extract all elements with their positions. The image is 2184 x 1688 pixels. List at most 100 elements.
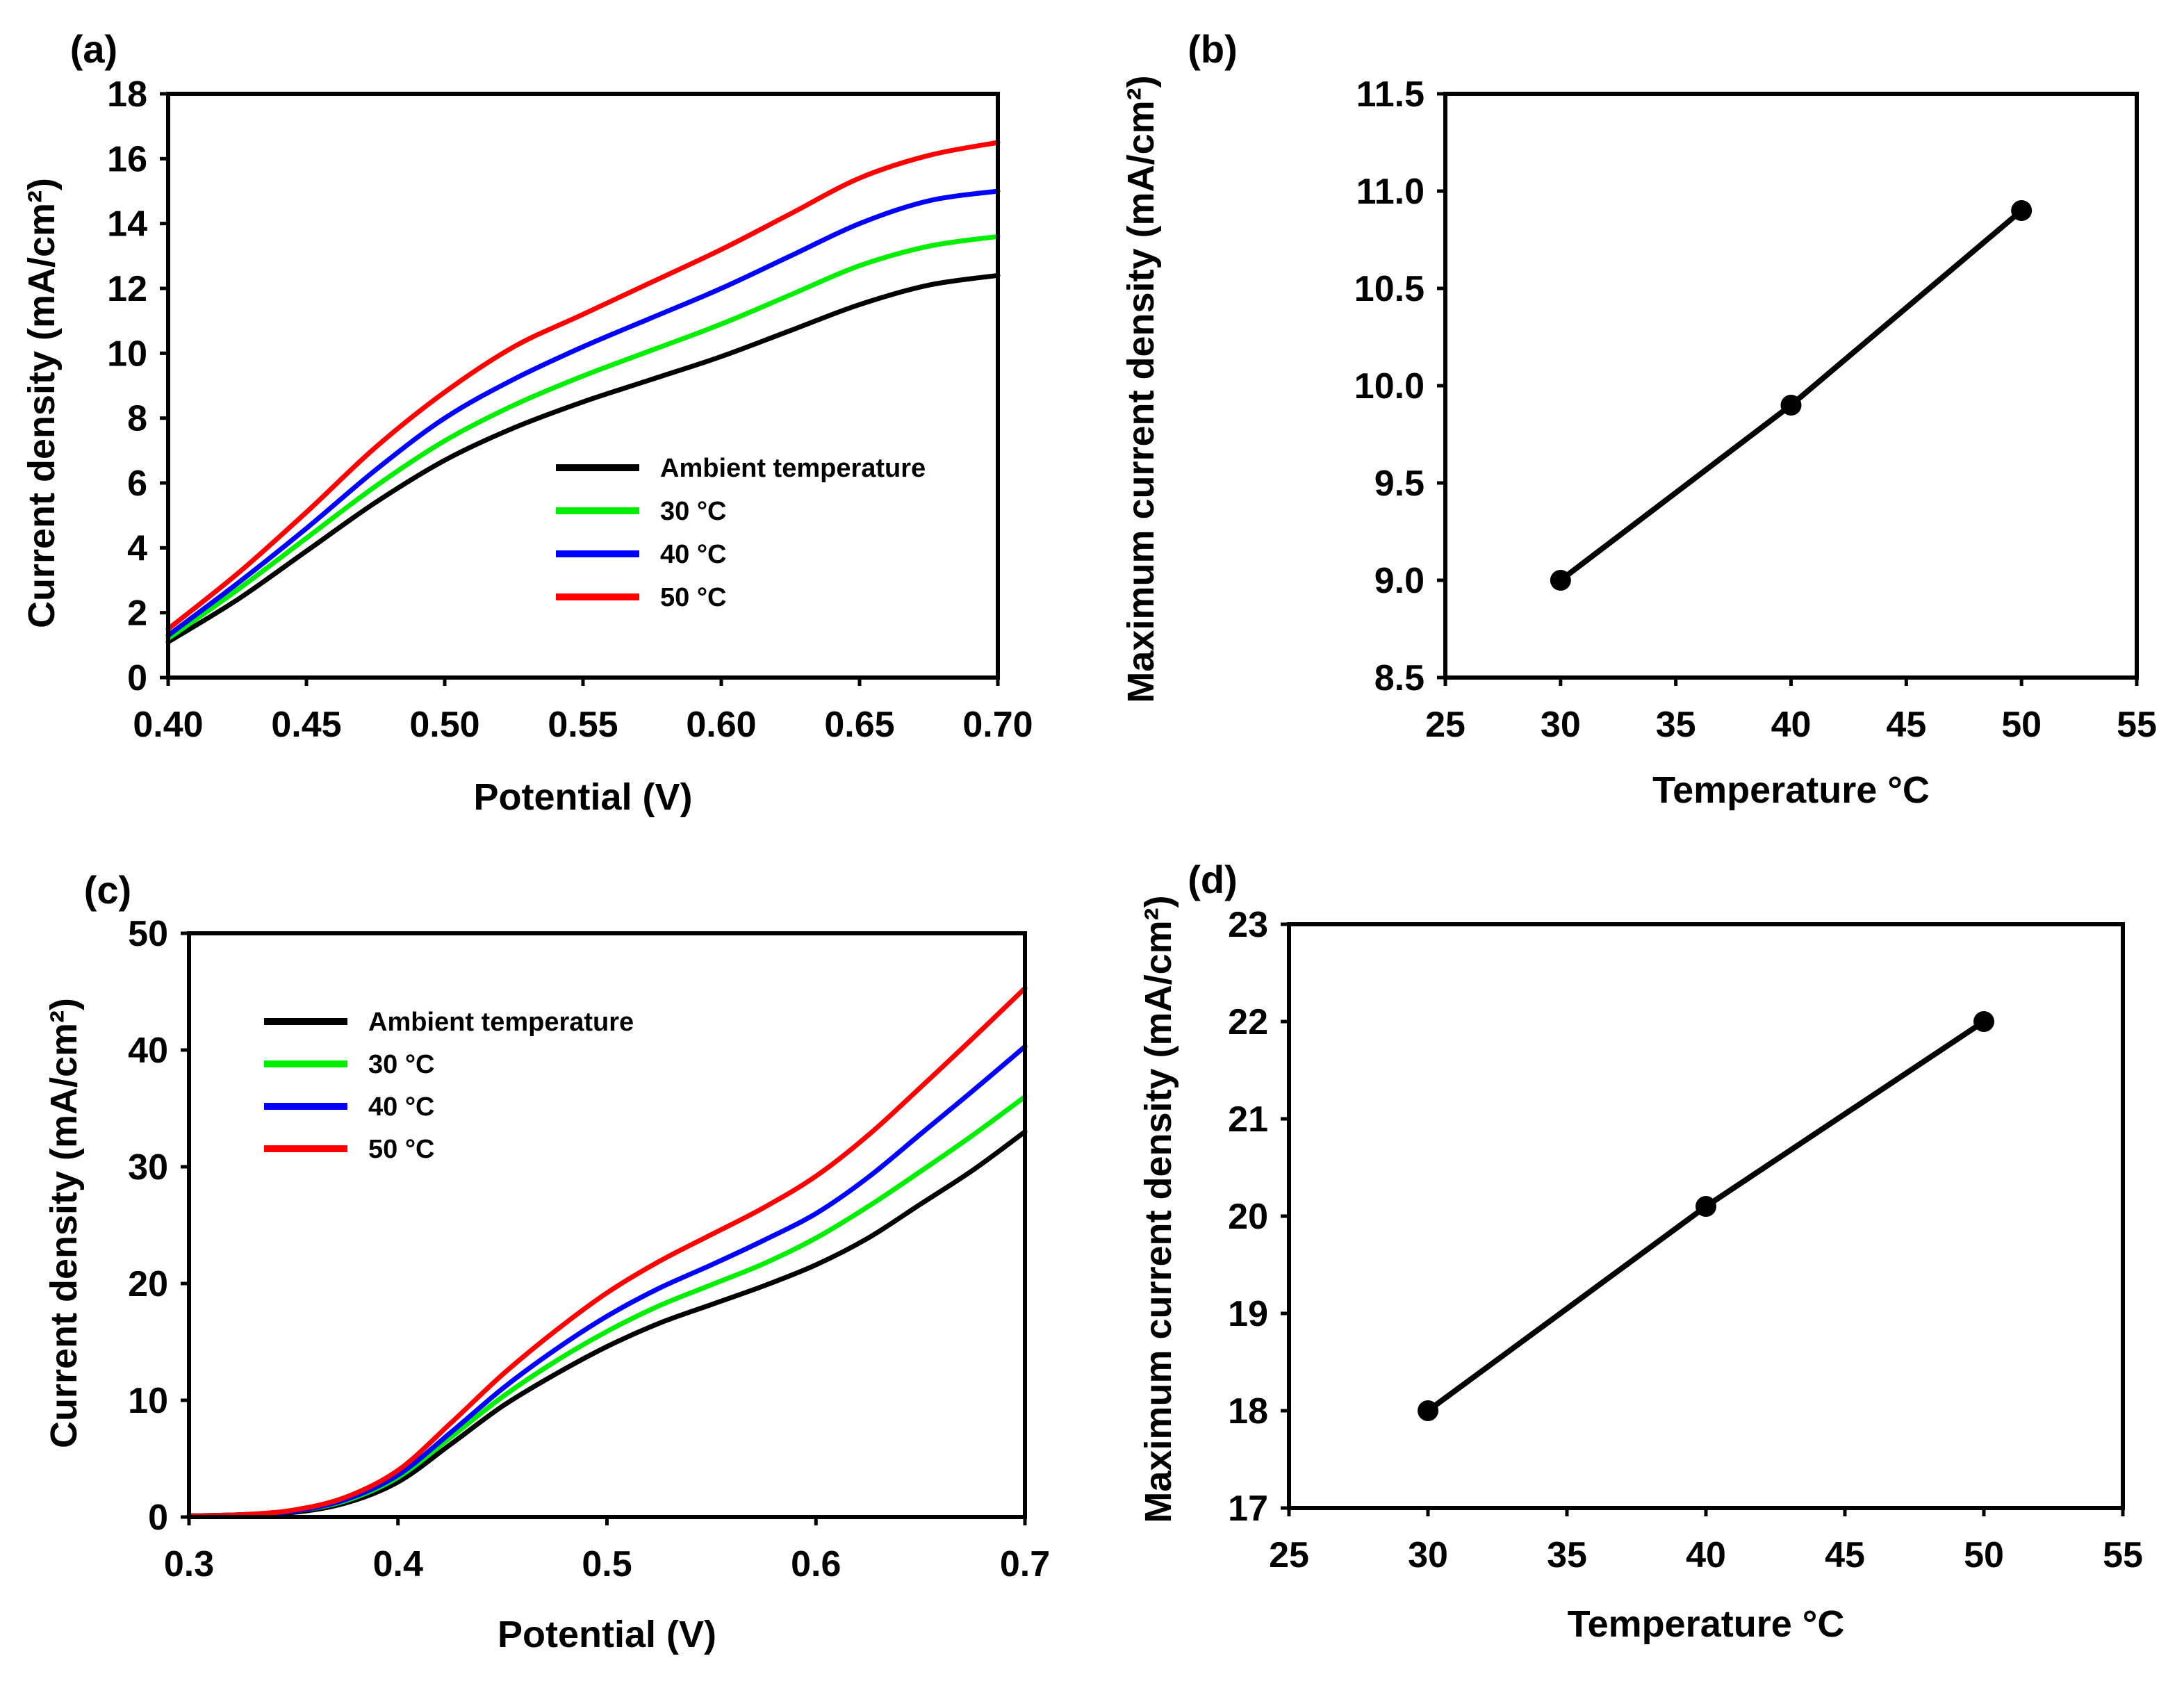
y-tick-label: 19 (1228, 1294, 1268, 1334)
y-axis-label: Current density (mA/cm²) (21, 178, 63, 628)
x-tick-label: 55 (2103, 1535, 2143, 1575)
plot-frame (1443, 92, 2139, 680)
x-axis-label: Temperature °C (1652, 769, 1930, 811)
x-tick-label: 0.3 (164, 1544, 214, 1584)
y-tick-label: 10.0 (1354, 366, 1424, 407)
x-tick-label: 0.65 (824, 705, 894, 745)
y-tick-label: 40 (128, 1031, 168, 1071)
panel-label: (b) (1188, 27, 1238, 71)
y-tick-label: 21 (1228, 1099, 1268, 1140)
panel-label: (a) (70, 27, 117, 71)
x-tick-label: 35 (1656, 705, 1696, 745)
series-group (165, 140, 1001, 645)
x-tick-label: 0.50 (409, 705, 479, 745)
data-point-1 (1696, 1196, 1716, 1217)
y-axis-label: Maximum current density (mA/cm²) (1138, 895, 1179, 1523)
x-tick-label: 50 (2001, 705, 2042, 745)
legend-label-2: 40 °C (660, 540, 726, 569)
series-line-3 (165, 140, 1001, 632)
x-axis-label: Temperature °C (1568, 1603, 1845, 1645)
series-line-3 (186, 985, 1028, 1518)
legend-label-1: 30 °C (368, 1050, 434, 1079)
panel-d: (d) 17 18 19 20 21 22 23 25 30 35 40 45 50 55 Temperatu… (1138, 858, 2143, 1645)
y-tick-label: 14 (107, 204, 147, 245)
legend-label-0: Ambient temperature (368, 1008, 634, 1037)
y-tick-label: 9.0 (1374, 561, 1424, 601)
series-line-2 (186, 1044, 1028, 1518)
y-axis-label: Maximum current density (mA/cm²) (1120, 75, 1162, 703)
panel-b: (b) 8.5 9.0 9.5 10.0 10.5 11.0 11.5 25 30 35 40 45 50… (1120, 27, 2157, 811)
series-group (186, 985, 1028, 1518)
legend-label-3: 50 °C (368, 1135, 434, 1164)
panel-a: (a) 0 2 4 6 8 10 12 14 16 18 0.40 0.45 0.50 0.55 0.60 0.… (21, 27, 1033, 818)
x-axis-label: Potential (V) (473, 776, 692, 818)
panel-label: (c) (84, 868, 131, 912)
x-tick-label: 40 (1686, 1535, 1726, 1575)
y-axis-label: Current density (mA/cm²) (43, 998, 85, 1448)
x-tick-label: 25 (1425, 705, 1465, 745)
panel-label: (d) (1188, 858, 1238, 901)
y-tick-label: 12 (107, 269, 147, 309)
y-tick-label: 20 (1228, 1197, 1268, 1237)
y-tick-label: 50 (128, 914, 168, 954)
x-tick-label: 0.45 (271, 705, 341, 745)
y-tick-label: 18 (1228, 1391, 1268, 1432)
y-tick-label: 10.5 (1354, 269, 1424, 309)
y-tick-label: 11.0 (1356, 172, 1424, 212)
series-group (1550, 200, 2033, 591)
y-tick-label: 18 (107, 74, 147, 115)
legend: Ambient temperature 30 °C 40 °C 50 °C (556, 454, 926, 612)
y-tick-label: 20 (128, 1264, 168, 1304)
y-tick-label: 2 (127, 593, 147, 634)
legend-label-3: 50 °C (660, 583, 726, 612)
data-point-1 (1780, 395, 1802, 416)
x-tick-label: 45 (1886, 705, 1926, 745)
data-point-2 (1973, 1011, 1994, 1032)
data-point-0 (1550, 570, 1571, 591)
y-tick-label: 9.5 (1374, 464, 1424, 504)
data-point-2 (2011, 200, 2033, 221)
y-tick-label: 0 (148, 1498, 168, 1538)
x-tick-label: 0.40 (133, 705, 203, 745)
legend-label-0: Ambient temperature (660, 454, 926, 483)
legend-label-1: 30 °C (660, 497, 726, 526)
y-tick-label: 11.5 (1356, 74, 1424, 115)
x-tick-label: 35 (1547, 1535, 1587, 1575)
y-tick-label: 8 (127, 399, 147, 439)
series-group (1418, 1011, 1994, 1421)
x-tick-label: 45 (1825, 1535, 1865, 1575)
legend-label-2: 40 °C (368, 1092, 434, 1122)
x-tick-label: 0.6 (791, 1544, 841, 1584)
series-line-0 (165, 272, 1001, 645)
y-tick-label: 8.5 (1374, 658, 1424, 698)
series-line-2 (165, 188, 1001, 638)
y-tick-label: 30 (128, 1147, 168, 1188)
x-axis-label: Potential (V) (498, 1614, 716, 1655)
y-tick-label: 10 (107, 334, 147, 374)
y-tick-label: 4 (127, 528, 147, 568)
x-tick-label: 30 (1408, 1535, 1448, 1575)
y-tick-label: 6 (127, 464, 147, 504)
x-tick-label: 0.5 (582, 1544, 632, 1584)
x-tick-label: 25 (1269, 1535, 1309, 1575)
y-tick-label: 22 (1228, 1002, 1268, 1042)
x-tick-label: 55 (2117, 705, 2157, 745)
x-tick-label: 0.4 (373, 1544, 423, 1584)
x-tick-label: 0.7 (1000, 1544, 1050, 1584)
series-line-1 (186, 1094, 1028, 1518)
y-tick-label: 17 (1228, 1489, 1268, 1529)
x-tick-label: 0.60 (686, 705, 756, 745)
plot-frame (166, 92, 1000, 680)
panel-c: (c) 0 10 20 30 40 50 0.3 0.4 0.5 0.6 0.7 Potential (… (43, 868, 1050, 1655)
x-tick-label: 0.55 (548, 705, 618, 745)
series-line-0 (186, 1129, 1028, 1518)
series-line-1 (165, 233, 1001, 641)
data-point-0 (1418, 1400, 1438, 1421)
x-tick-label: 30 (1541, 705, 1581, 745)
x-tick-label: 40 (1771, 705, 1812, 745)
x-tick-label: 50 (1964, 1535, 2004, 1575)
x-tick-label: 0.70 (962, 705, 1033, 745)
y-tick-label: 10 (128, 1381, 168, 1421)
y-tick-label: 23 (1228, 905, 1268, 945)
